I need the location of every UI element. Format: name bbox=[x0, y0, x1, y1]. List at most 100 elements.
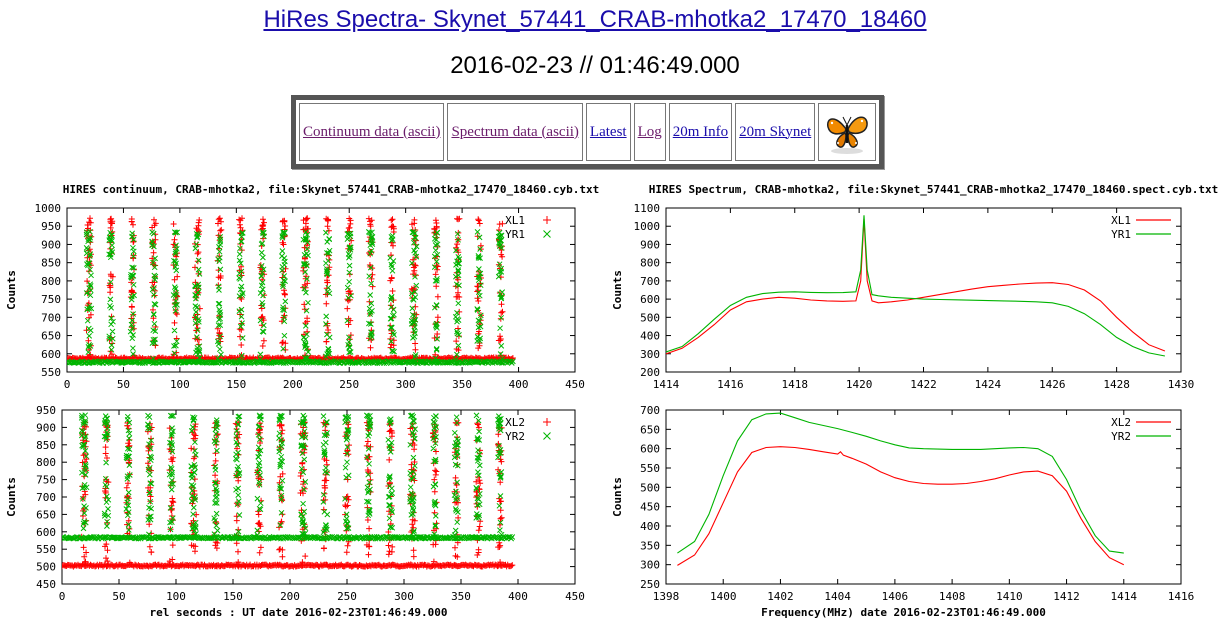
plot-frame bbox=[66, 207, 576, 373]
x-tick-label: 1402 bbox=[767, 590, 794, 603]
x-tick-label: 450 bbox=[565, 378, 585, 391]
y-tick-label: 650 bbox=[36, 508, 56, 521]
x-tick-label: 400 bbox=[508, 590, 528, 603]
y-tick-label: 900 bbox=[640, 238, 660, 251]
series-points-yr1 bbox=[67, 228, 516, 367]
y-tick-label: 400 bbox=[640, 520, 660, 533]
legend-swatch bbox=[543, 418, 551, 426]
x-tick-label: 0 bbox=[64, 378, 71, 391]
spectrum-chart-top-svg: HIRES Spectrum, CRAB-mhotka2, file:Skyne… bbox=[611, 183, 1218, 391]
x-tick-label: 100 bbox=[170, 378, 190, 391]
y-tick-label: 700 bbox=[640, 404, 660, 417]
continuum-chart-top: HIRES continuum, CRAB-mhotka2, file:Skyn… bbox=[0, 178, 600, 400]
nav-cell-20m-skynet: 20m Skynet bbox=[735, 103, 816, 161]
spectrum-chart-bottom: 1398 1400 1402 1404 1406 1408 1410 1412 1414 1416… bbox=[606, 400, 1218, 632]
legend-label: XL2 bbox=[1111, 416, 1131, 429]
legend-swatch bbox=[543, 216, 551, 224]
x-tick-label: 1430 bbox=[1168, 378, 1195, 391]
nav-cell-20m-info: 20m Info bbox=[668, 103, 733, 161]
series-line-yr2 bbox=[677, 412, 1124, 554]
y-tick-label: 450 bbox=[36, 578, 56, 591]
continuum-chart-bottom: 0 50 100 150 200 250 300 350 400 450 450 500 550 600 6… bbox=[0, 400, 600, 632]
x-axis-label: Frequency(MHz) date 2016-02-23T01:46:49.… bbox=[761, 606, 1046, 619]
series-line-yr1 bbox=[666, 215, 1166, 357]
y-axis-label: Counts bbox=[5, 477, 18, 517]
nav-cell-latest: Latest bbox=[585, 103, 631, 161]
x-tick-label: 1398 bbox=[653, 590, 680, 603]
nav-cell-icon bbox=[818, 103, 877, 161]
y-tick-label: 950 bbox=[36, 404, 56, 417]
plot-frame bbox=[665, 207, 1182, 373]
legend-swatch bbox=[543, 432, 551, 440]
x-tick-label: 1406 bbox=[882, 590, 909, 603]
series-points-yr2 bbox=[62, 412, 516, 542]
y-tick-label: 600 bbox=[36, 526, 56, 539]
legend-label: YR2 bbox=[1111, 430, 1131, 443]
latest-link[interactable]: Latest bbox=[589, 123, 627, 140]
x-tick-label: 0 bbox=[59, 590, 66, 603]
y-tick-label: 300 bbox=[640, 559, 660, 572]
continuum-chart-bottom-svg: 0 50 100 150 200 250 300 350 400 450 450 500 550 600 6… bbox=[5, 404, 585, 619]
spectrum-chart-bottom-svg: 1398 1400 1402 1404 1406 1408 1410 1412 1414 1416… bbox=[611, 404, 1195, 619]
nav-cell-spectrum: Spectrum data (ascii) bbox=[447, 103, 583, 161]
y-tick-label: 700 bbox=[41, 311, 61, 324]
y-tick-label: 500 bbox=[640, 311, 660, 324]
x-tick-label: 300 bbox=[394, 590, 414, 603]
spectrum-chart-top: HIRES Spectrum, CRAB-mhotka2, file:Skyne… bbox=[606, 178, 1218, 400]
x-tick-label: 200 bbox=[283, 378, 303, 391]
y-tick-label: 650 bbox=[640, 423, 660, 436]
x-axis-label: rel seconds : UT date 2016-02-23T01:46:4… bbox=[149, 606, 447, 619]
continuum-data-link[interactable]: Continuum data (ascii) bbox=[303, 123, 441, 140]
x-tick-label: 1416 bbox=[1168, 590, 1195, 603]
y-tick-label: 800 bbox=[640, 257, 660, 270]
y-tick-label: 1100 bbox=[634, 202, 661, 215]
butterfly-icon[interactable] bbox=[822, 107, 872, 157]
y-tick-label: 600 bbox=[640, 293, 660, 306]
y-tick-label: 900 bbox=[41, 238, 61, 251]
x-tick-label: 200 bbox=[280, 590, 300, 603]
y-axis-label: Counts bbox=[611, 270, 624, 310]
y-tick-label: 200 bbox=[640, 366, 660, 379]
legend-label: YR1 bbox=[505, 228, 525, 241]
y-tick-label: 1000 bbox=[35, 202, 62, 215]
x-tick-label: 100 bbox=[166, 590, 186, 603]
page-date: 2016-02-23 // 01:46:49.000 bbox=[450, 52, 740, 79]
x-tick-label: 1410 bbox=[996, 590, 1023, 603]
chart-title: HIRES Spectrum, CRAB-mhotka2, file:Skyne… bbox=[649, 183, 1218, 196]
legend-label: XL2 bbox=[505, 416, 525, 429]
20m-info-link[interactable]: 20m Info bbox=[672, 123, 729, 140]
y-tick-label: 700 bbox=[36, 491, 56, 504]
x-tick-label: 300 bbox=[396, 378, 416, 391]
y-tick-label: 600 bbox=[640, 443, 660, 456]
y-tick-label: 800 bbox=[36, 456, 56, 469]
y-tick-label: 850 bbox=[41, 257, 61, 270]
x-tick-label: 350 bbox=[452, 378, 472, 391]
y-tick-label: 1000 bbox=[634, 220, 661, 233]
plot-frame bbox=[665, 409, 1182, 585]
legend-label: XL1 bbox=[1111, 214, 1131, 227]
x-tick-label: 1418 bbox=[782, 378, 809, 391]
x-tick-label: 1414 bbox=[653, 378, 680, 391]
legend-label: XL1 bbox=[505, 214, 525, 227]
x-tick-label: 250 bbox=[339, 378, 359, 391]
y-tick-label: 800 bbox=[41, 275, 61, 288]
x-tick-label: 50 bbox=[112, 590, 125, 603]
x-tick-label: 1408 bbox=[939, 590, 966, 603]
nav-table: Continuum data (ascii) Spectrum data (as… bbox=[291, 95, 885, 169]
x-tick-label: 1422 bbox=[910, 378, 937, 391]
y-tick-label: 450 bbox=[640, 501, 660, 514]
log-link[interactable]: Log bbox=[637, 123, 662, 140]
y-tick-label: 950 bbox=[41, 220, 61, 233]
page-title-link[interactable]: HiRes Spectra- Skynet_57441_CRAB-mhotka2… bbox=[263, 6, 927, 33]
legend-swatch bbox=[543, 230, 551, 238]
legend-label: YR1 bbox=[1111, 228, 1131, 241]
y-tick-label: 400 bbox=[640, 330, 660, 343]
y-tick-label: 550 bbox=[41, 366, 61, 379]
y-tick-label: 600 bbox=[41, 348, 61, 361]
x-tick-label: 1426 bbox=[1039, 378, 1066, 391]
x-tick-label: 50 bbox=[117, 378, 130, 391]
spectrum-data-link[interactable]: Spectrum data (ascii) bbox=[451, 123, 579, 140]
20m-skynet-link[interactable]: 20m Skynet bbox=[739, 123, 812, 140]
x-tick-label: 1428 bbox=[1103, 378, 1130, 391]
x-tick-label: 150 bbox=[226, 378, 246, 391]
